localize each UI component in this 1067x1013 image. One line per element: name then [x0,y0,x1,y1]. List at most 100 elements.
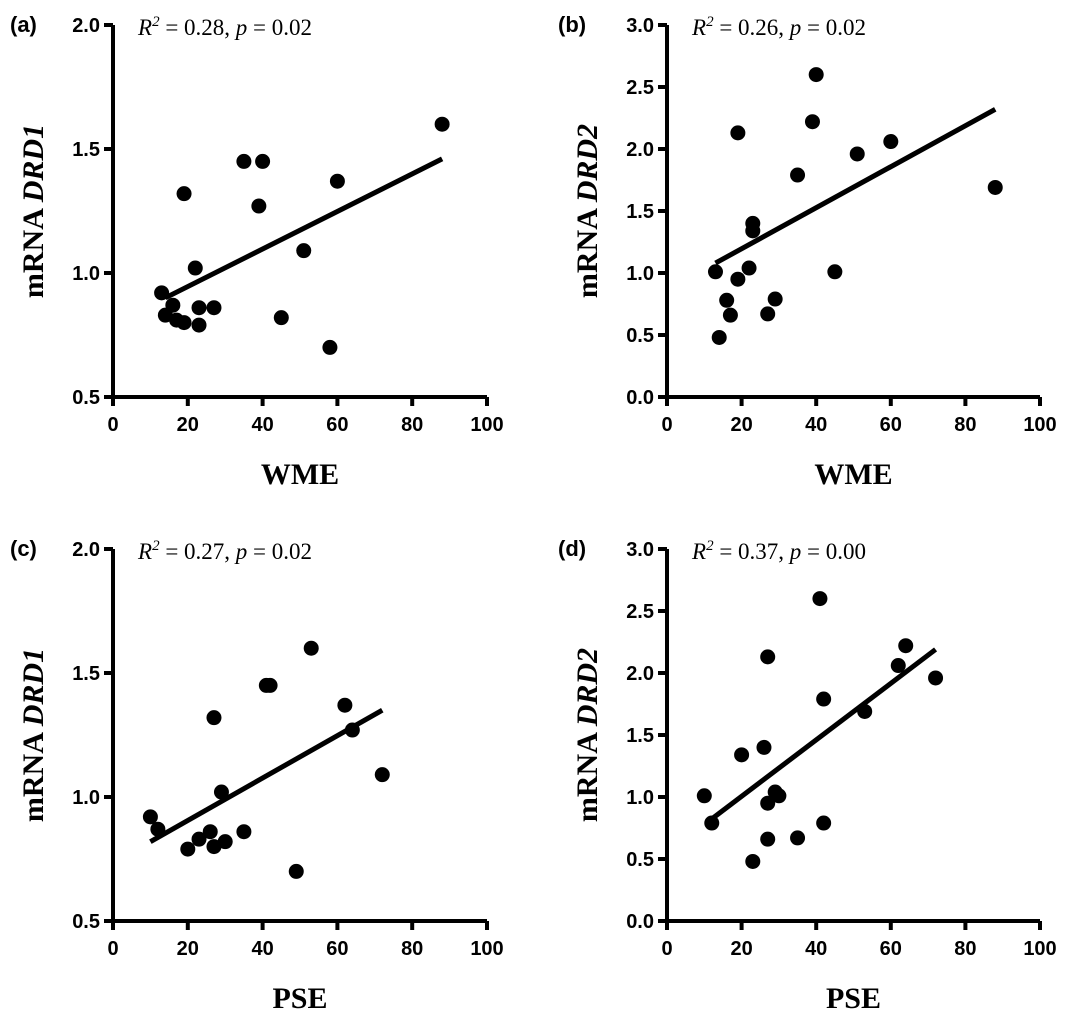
regression-line [714,107,997,266]
scatter-panel-3: 0 20 40 60 80 100 0.5 1.0 1.5 2.0 PSE mRNA DRD1 (c) R… [10,536,504,1013]
data-point [206,300,222,316]
data-point [771,788,787,804]
p-value: = 0.00 [801,539,866,564]
panel-label: (a) [10,12,37,37]
y-tick-label: 2.0 [72,539,100,561]
data-point [812,591,828,607]
data-point [262,677,278,693]
regression-line [149,708,384,844]
y-tick-label: 1.0 [72,263,100,285]
data-point [236,153,252,169]
x-tick-label: 20 [730,938,752,960]
y-tick-label: 1.0 [626,787,654,809]
r2-symbol: R [137,539,152,564]
x-tick-label: 80 [401,938,423,960]
data-point [790,167,806,183]
data-point [808,67,824,83]
data-point [760,649,776,665]
r2-value: = 0.28, [160,15,236,40]
data-point [273,310,289,326]
panel-label: (d) [558,536,586,561]
p-value: = 0.02 [801,15,866,40]
y-axis-title-gene: DRD1 [17,124,50,203]
r2-superscript: 2 [152,538,160,554]
scatter-panel-1: 0 20 40 60 80 100 0.5 1.0 1.5 2.0 WME mRNA DRD1 (a) R… [10,12,504,491]
p-value: = 0.02 [247,539,312,564]
y-tick-label: 2.0 [626,139,654,161]
y-tick-label: 2.5 [626,77,654,99]
data-point [719,292,735,308]
scatter-panel-2: 0 20 40 60 80 100 0.0 0.5 1.0 1.5 2.0 2.5 3.0 WME mRNA… [558,12,1057,491]
y-axis-title-prefix: mRNA [571,726,604,822]
x-tick-label: 0 [661,938,672,960]
y-tick-label: 0.0 [626,387,654,409]
x-tick-label: 80 [954,414,976,436]
r2-superscript: 2 [152,14,160,30]
data-point [142,809,158,825]
data-point [329,173,345,189]
x-tick-label: 40 [805,938,827,960]
x-tick-label: 100 [470,938,503,960]
y-tick-label: 1.5 [626,201,654,223]
panel-label: (b) [558,12,586,37]
data-point [767,291,783,307]
data-point [176,315,192,331]
data-point [730,125,746,141]
regression-line [164,156,444,301]
y-tick-label: 0.5 [72,911,100,933]
data-point [165,297,181,313]
data-point [434,116,450,132]
y-axis-title-prefix: mRNA [571,202,604,298]
data-point [730,271,746,287]
y-tick-label: 1.0 [626,263,654,285]
p-symbol: p [234,539,248,564]
data-point [849,146,865,162]
p-symbol: p [234,15,248,40]
data-point [191,300,207,316]
y-tick-label: 0.5 [626,325,654,347]
data-point [711,329,727,345]
y-axis-title: mRNA DRD1 [17,124,50,298]
data-point [734,747,750,763]
data-point [816,691,832,707]
r2-symbol: R [691,15,706,40]
r2-symbol: R [691,539,706,564]
y-axis-title: mRNA DRD1 [17,648,50,822]
y-axis-title: mRNA DRD2 [571,648,604,822]
x-axis-title: PSE [826,982,881,1013]
x-tick-label: 0 [107,938,118,960]
data-point [296,243,312,259]
data-point [150,821,166,837]
data-point [760,795,776,811]
data-point [790,830,806,846]
data-point [898,638,914,654]
data-point [344,722,360,738]
y-axis-title-gene: DRD1 [17,648,50,727]
data-point [883,134,899,150]
y-tick-label: 1.5 [626,725,654,747]
x-tick-label: 100 [1023,414,1056,436]
data-point [191,317,207,333]
data-point [760,306,776,322]
stats-annotation: R2 = 0.27, p = 0.02 [137,538,312,564]
y-tick-label: 1.0 [72,787,100,809]
x-tick-label: 0 [107,414,118,436]
x-tick-label: 60 [326,938,348,960]
stats-annotation: R2 = 0.37, p = 0.00 [691,538,866,564]
x-tick-label: 80 [401,414,423,436]
x-tick-label: 0 [661,414,672,436]
x-tick-label: 20 [177,414,199,436]
data-point [707,264,723,280]
x-tick-label: 60 [326,414,348,436]
x-tick-label: 60 [880,414,902,436]
x-tick-label: 60 [880,938,902,960]
x-tick-label: 100 [470,414,503,436]
y-tick-label: 0.0 [626,911,654,933]
y-axis-title-prefix: mRNA [17,726,50,822]
x-tick-label: 40 [805,414,827,436]
data-point [337,697,353,713]
data-point [890,658,906,674]
x-axis-title: WME [261,458,339,491]
x-axis-title: PSE [272,982,327,1013]
y-axis-title-gene: DRD2 [571,124,604,203]
